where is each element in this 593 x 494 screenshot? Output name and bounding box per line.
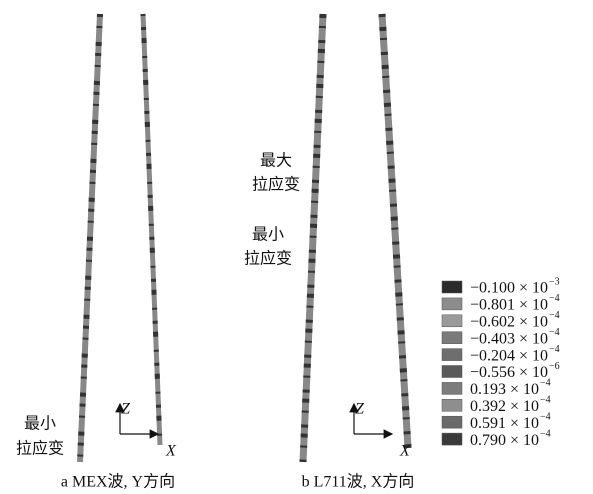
legend-exponent: −4: [540, 428, 551, 439]
legend-exponent: −6: [549, 361, 560, 372]
annotation: 拉应变: [16, 439, 64, 458]
legend-exponent: −4: [549, 293, 560, 304]
legend-label: −0.100 × 10: [470, 280, 548, 297]
legend-label: −0.556 × 10: [470, 364, 548, 381]
legend-label: −0.602 × 10: [470, 313, 548, 330]
caption: a MEX波, Y方向: [61, 473, 175, 491]
legend-swatch: [442, 298, 462, 310]
annotation: 最大: [260, 152, 292, 170]
page: Z X Z X 最小 拉应变 最大 拉应变 最小 拉应变 a MEX波, Y方向…: [0, 0, 593, 494]
legend-exponent: −4: [540, 395, 551, 406]
x-label: X: [399, 443, 411, 460]
z-label: Z: [355, 401, 365, 418]
legend-label: −0.403 × 10: [470, 330, 548, 347]
annotation: 最小: [252, 226, 284, 244]
leg-bands: [80, 14, 100, 462]
legend-swatch: [442, 315, 462, 327]
legend: −0.100 × 10−3−0.801 × 10−4−0.602 × 10−4−…: [442, 276, 560, 448]
legend-exponent: −4: [540, 411, 551, 422]
z-label: Z: [121, 401, 131, 418]
annotation: 最小: [24, 415, 56, 433]
caption: b L711波, X方向: [302, 473, 415, 491]
leg: [143, 14, 160, 445]
legs: [80, 14, 408, 462]
legend-swatch: [442, 382, 462, 394]
legend-swatch: [442, 433, 462, 445]
legend-label: 0.790 × 10: [470, 432, 539, 449]
leg: [382, 14, 408, 448]
legend-label: 0.591 × 10: [470, 415, 539, 432]
legend-swatch: [442, 416, 462, 428]
legend-label: 0.392 × 10: [470, 398, 539, 415]
legend-swatch: [442, 332, 462, 344]
legend-exponent: −4: [549, 327, 560, 338]
annotation: 拉应变: [244, 249, 292, 268]
legend-exponent: −3: [549, 276, 560, 287]
legend-exponent: −4: [549, 344, 560, 355]
legend-label: −0.801 × 10: [470, 297, 548, 314]
legend-label: −0.204 × 10: [470, 347, 548, 364]
legend-swatch: [442, 349, 462, 361]
x-label: X: [165, 443, 177, 460]
legend-exponent: −4: [540, 378, 551, 389]
legend-exponent: −4: [549, 310, 560, 321]
legend-swatch: [442, 399, 462, 411]
annotation: 拉应变: [252, 175, 300, 194]
legend-swatch: [442, 366, 462, 378]
figure: Z X Z X 最小 拉应变 最大 拉应变 最小 拉应变 a MEX波, Y方向…: [0, 0, 593, 494]
legend-label: 0.193 × 10: [470, 381, 539, 398]
legend-swatch: [442, 281, 462, 293]
